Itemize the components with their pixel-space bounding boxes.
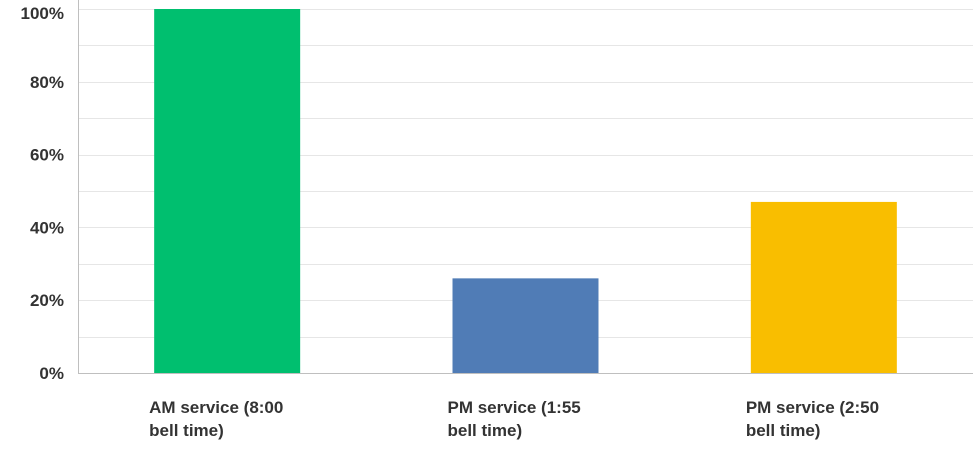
x-category-label: PM service (2:50 bell time) xyxy=(746,398,879,440)
y-tick-label: 0% xyxy=(39,364,64,383)
bar-3[interactable] xyxy=(750,201,897,373)
bar-2[interactable] xyxy=(452,278,599,373)
x-category-label: AM service (8:00 bell time) xyxy=(149,398,283,440)
y-tick-label: 60% xyxy=(30,146,64,165)
y-tick-labels: 0% 20% 40% 60% 80% 100% xyxy=(21,4,64,383)
y-tick-label: 40% xyxy=(30,218,64,237)
axis-layer xyxy=(78,0,973,374)
y-tick-label: 20% xyxy=(30,291,64,310)
bar-1[interactable] xyxy=(154,9,301,373)
x-category-label: PM service (1:55 bell time) xyxy=(448,398,581,440)
x-category-labels: AM service (8:00 bell time) PM service (1:… xyxy=(149,398,879,440)
bars-layer xyxy=(154,9,897,373)
y-tick-label: 80% xyxy=(30,73,64,92)
y-tick-label: 100% xyxy=(21,4,64,23)
